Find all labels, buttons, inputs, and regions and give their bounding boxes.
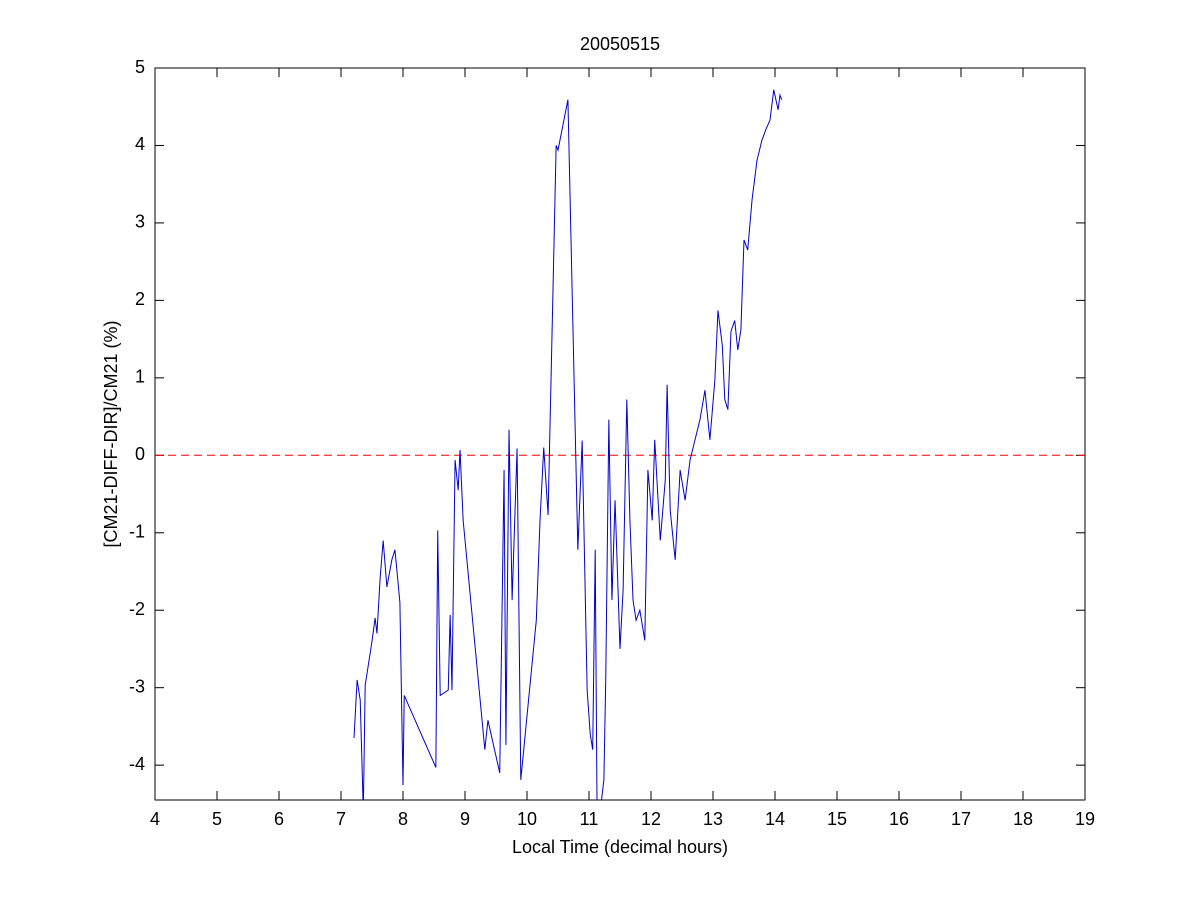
data-line	[353, 89, 783, 800]
x-tick-label: 15	[827, 809, 847, 829]
y-tick-label: 5	[135, 57, 145, 77]
x-tick-label: 17	[951, 809, 971, 829]
x-tick-label: 13	[703, 809, 723, 829]
x-tick-label: 18	[1013, 809, 1033, 829]
y-tick-label: 3	[135, 212, 145, 232]
x-tick-label: 6	[274, 809, 284, 829]
x-tick-label: 14	[765, 809, 785, 829]
chart-title: 20050515	[580, 34, 660, 54]
x-tick-label: 19	[1075, 809, 1095, 829]
y-tick-label: 0	[135, 444, 145, 464]
x-tick-label: 11	[580, 809, 599, 829]
y-tick-label: -2	[129, 599, 145, 619]
y-tick-label: 2	[135, 289, 145, 309]
y-tick-label: 4	[135, 134, 145, 154]
y-axis-label: [CM21-DIFF-DIR]/CM21 (%)	[101, 320, 121, 547]
x-tick-label: 8	[398, 809, 408, 829]
x-tick-label: 12	[641, 809, 661, 829]
x-tick-label: 7	[336, 809, 346, 829]
x-tick-label: 4	[150, 809, 160, 829]
x-axis-label: Local Time (decimal hours)	[512, 837, 728, 857]
x-tick-label: 5	[212, 809, 222, 829]
y-tick-label: -3	[129, 676, 145, 696]
x-tick-label: 10	[517, 809, 537, 829]
x-tick-label: 16	[889, 809, 909, 829]
y-tick-label: -4	[129, 754, 145, 774]
plot-area	[154, 67, 1086, 801]
y-tick-label: -1	[129, 522, 145, 542]
y-tick-label: 1	[135, 367, 145, 387]
x-tick-label: 9	[460, 809, 470, 829]
